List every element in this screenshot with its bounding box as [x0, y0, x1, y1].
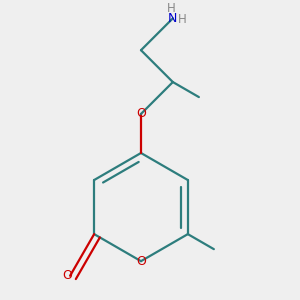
Text: O: O: [136, 255, 146, 268]
Text: N: N: [168, 12, 178, 25]
Text: O: O: [136, 107, 146, 120]
Text: H: H: [167, 2, 176, 15]
Text: H: H: [178, 13, 187, 26]
Text: O: O: [62, 269, 72, 282]
